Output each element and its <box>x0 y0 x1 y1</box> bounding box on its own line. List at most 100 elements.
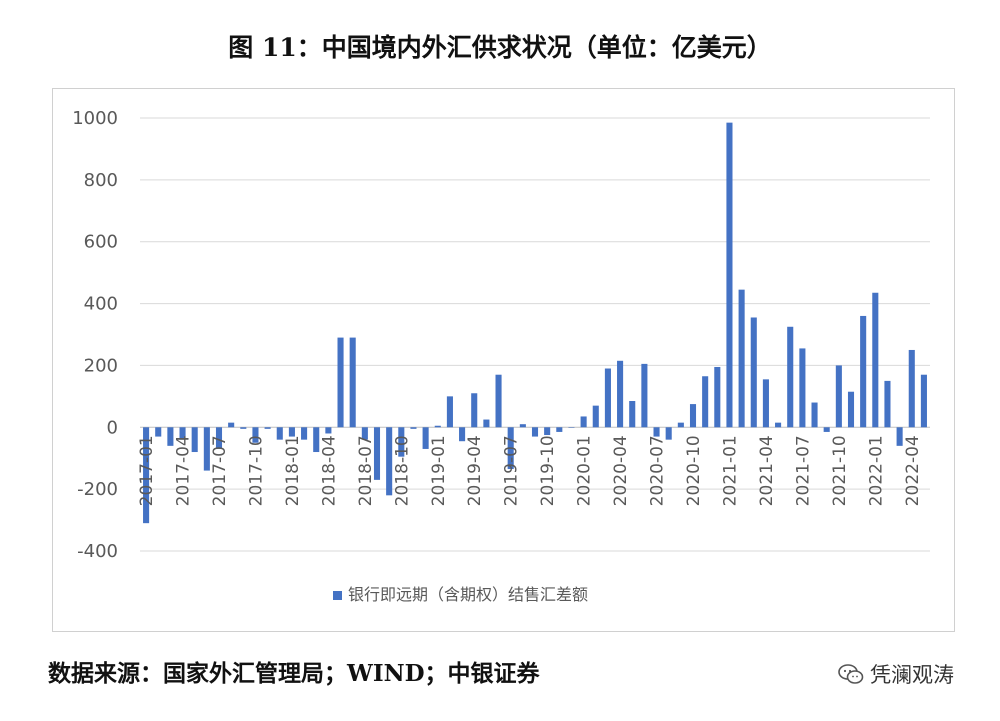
bar-2020-09 <box>677 422 684 428</box>
x-tick-label: 2020-04 <box>611 435 631 506</box>
bar-2017-05 <box>191 427 198 453</box>
legend-label: 银行即远期（含期权）结售汇差额 <box>348 585 588 604</box>
x-tick-label: 2021-04 <box>757 435 777 506</box>
y-tick-label: 600 <box>84 232 118 253</box>
bar-2021-05 <box>775 422 782 428</box>
bar-2017-01 <box>143 427 150 524</box>
bar-2017-10 <box>252 427 259 443</box>
x-tick-label: 2021-07 <box>793 435 813 506</box>
bar-2017-04 <box>179 427 186 440</box>
x-tick-label: 2020-07 <box>648 435 668 506</box>
bar-2021-04 <box>762 379 769 428</box>
bar-2020-04 <box>617 360 624 428</box>
chart-frame <box>52 88 955 632</box>
bar-2021-01 <box>726 122 733 428</box>
bar-2020-12 <box>714 366 721 428</box>
x-tick-label: 2019-10 <box>538 435 558 506</box>
watermark-text: 凭澜观涛 <box>870 663 954 687</box>
bar-2022-03 <box>896 427 903 446</box>
bar-2017-03 <box>167 427 174 446</box>
x-tick-label: 2022-01 <box>866 435 886 506</box>
bar-2019-08 <box>519 424 526 428</box>
x-tick-label: 2018-04 <box>319 435 339 506</box>
wechat-icon <box>838 663 864 685</box>
bar-2019-11 <box>556 427 563 432</box>
bar-2019-10 <box>544 427 551 436</box>
bar-2021-06 <box>787 326 794 428</box>
bar-2020-01 <box>580 416 587 428</box>
bar-2019-02 <box>446 396 453 428</box>
x-tick-label: 2017-10 <box>247 435 267 506</box>
x-tick-label: 2019-07 <box>502 435 522 506</box>
bar-2021-09 <box>823 427 830 432</box>
x-tick-label: 2019-04 <box>465 435 485 506</box>
bar-2019-01 <box>434 425 441 428</box>
bar-2019-04 <box>471 393 478 428</box>
bar-2020-02 <box>592 405 599 428</box>
bar-2022-02 <box>884 380 891 428</box>
x-tick-label: 2022-04 <box>903 435 923 506</box>
bar-2021-10 <box>835 365 842 428</box>
gridlines <box>140 117 930 552</box>
bar-2018-08 <box>373 427 381 480</box>
bar-2018-10 <box>398 427 405 457</box>
legend: 银行即远期（含期权）结售汇差额 <box>333 585 588 604</box>
bar-2018-11 <box>410 427 417 429</box>
y-tick-label: 1000 <box>72 108 118 129</box>
y-axis-tick-labels: -400 -200 0 200 400 600 800 1000 <box>72 108 118 562</box>
bar-2022-05 <box>920 374 927 428</box>
bar-2019-06 <box>495 374 502 428</box>
bar-2017-09 <box>240 427 247 429</box>
y-tick-label: -200 <box>77 479 118 500</box>
y-tick-label: 200 <box>84 355 118 376</box>
bar-2017-07 <box>215 427 223 449</box>
bar-2020-08 <box>665 427 672 440</box>
bar-2020-11 <box>702 376 709 428</box>
bar-2021-11 <box>847 391 855 428</box>
bar-2018-12 <box>422 427 429 449</box>
y-tick-label: 0 <box>107 417 118 438</box>
bars <box>143 122 927 524</box>
bar-2017-12 <box>276 427 283 440</box>
bar-2020-05 <box>629 401 636 428</box>
x-tick-label: 2017-01 <box>137 435 157 506</box>
data-source: 数据来源：国家外汇管理局；WIND；中银证券 <box>48 660 540 687</box>
x-tick-label: 2020-01 <box>575 435 595 506</box>
bar-2019-07 <box>507 427 514 470</box>
bar-2018-06 <box>349 337 356 428</box>
bar-2020-07 <box>653 427 660 437</box>
bar-2018-07 <box>361 427 368 440</box>
bar-2018-04 <box>325 427 332 434</box>
chart-title: 图 11：中国境内外汇供求状况（单位：亿美元） <box>228 33 772 62</box>
bar-2018-03 <box>313 427 320 453</box>
x-tick-label: 2017-07 <box>210 435 230 506</box>
bar-2020-10 <box>689 404 697 428</box>
bar-2021-03 <box>750 317 757 428</box>
bar-2020-03 <box>604 368 611 428</box>
bar-2021-12 <box>860 315 867 428</box>
x-tick-label: 2021-01 <box>721 435 741 506</box>
legend-swatch <box>333 591 342 600</box>
bar-2017-02 <box>155 427 162 437</box>
bar-2020-06 <box>641 363 648 428</box>
bar-2021-02 <box>738 289 745 428</box>
x-tick-label: 2017-04 <box>174 435 194 506</box>
bar-2017-08 <box>228 422 235 428</box>
x-tick-label: 2019-01 <box>429 435 449 506</box>
y-tick-label: 400 <box>84 294 118 315</box>
x-tick-label: 2018-01 <box>283 435 303 506</box>
bar-2022-01 <box>872 292 879 428</box>
x-tick-label: 2020-10 <box>684 435 704 506</box>
bar-2019-03 <box>459 427 466 442</box>
y-tick-label: -400 <box>77 541 118 562</box>
x-tick-label: 2021-10 <box>830 435 850 506</box>
bar-2018-01 <box>288 427 295 437</box>
bar-2017-11 <box>264 427 271 429</box>
bar-2018-09 <box>386 427 393 496</box>
x-tick-label: 2018-10 <box>392 435 412 506</box>
bar-2022-04 <box>908 349 915 428</box>
bar-2017-06 <box>203 427 210 471</box>
y-tick-label: 800 <box>84 170 118 191</box>
bar-2019-12 <box>568 427 575 428</box>
